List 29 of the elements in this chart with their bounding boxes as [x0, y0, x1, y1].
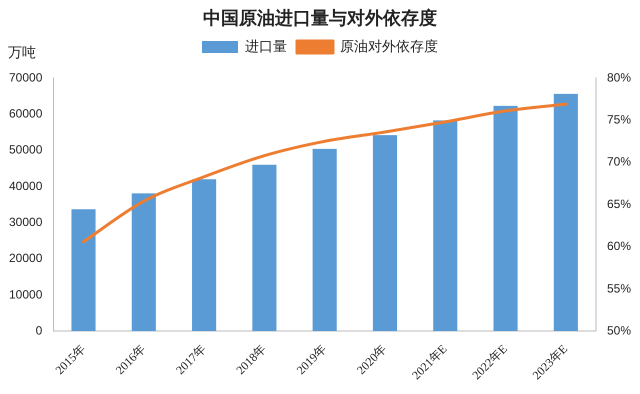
y2-tick-label: 50%	[606, 323, 632, 338]
bar	[71, 209, 96, 332]
y-tick-label: 60000	[8, 106, 43, 120]
bar	[493, 106, 518, 332]
y-axis-title: 万吨	[8, 44, 36, 62]
y-tick-label: 10000	[8, 287, 43, 302]
y-tick-label: 30000	[8, 214, 43, 229]
y-tick-label: 0	[36, 323, 43, 338]
legend-label: 进口量	[245, 38, 287, 54]
bar	[554, 94, 578, 332]
bar	[372, 135, 398, 332]
line-series	[82, 102, 568, 244]
y-tick-label: 20000	[8, 251, 43, 266]
bar	[252, 164, 276, 332]
bar	[433, 120, 458, 332]
bar	[312, 148, 337, 332]
y-tick-label: 40000	[8, 178, 43, 193]
y2-tick-label: 60%	[606, 239, 632, 254]
y2-tick-label: 70%	[606, 154, 632, 169]
bar	[192, 179, 216, 332]
legend-label: 原油对外依存度	[340, 38, 438, 54]
bar	[132, 193, 156, 332]
y2-tick-label: 55%	[606, 281, 632, 296]
y2-tick-label: 80%	[606, 70, 632, 84]
y-tick-label: 70000	[8, 70, 43, 84]
y2-tick-label: 65%	[606, 196, 632, 211]
y-tick-label: 50000	[8, 142, 43, 157]
chart-title: 中国原油进口量与对外依存度	[202, 7, 438, 30]
y2-tick-label: 75%	[606, 112, 632, 127]
